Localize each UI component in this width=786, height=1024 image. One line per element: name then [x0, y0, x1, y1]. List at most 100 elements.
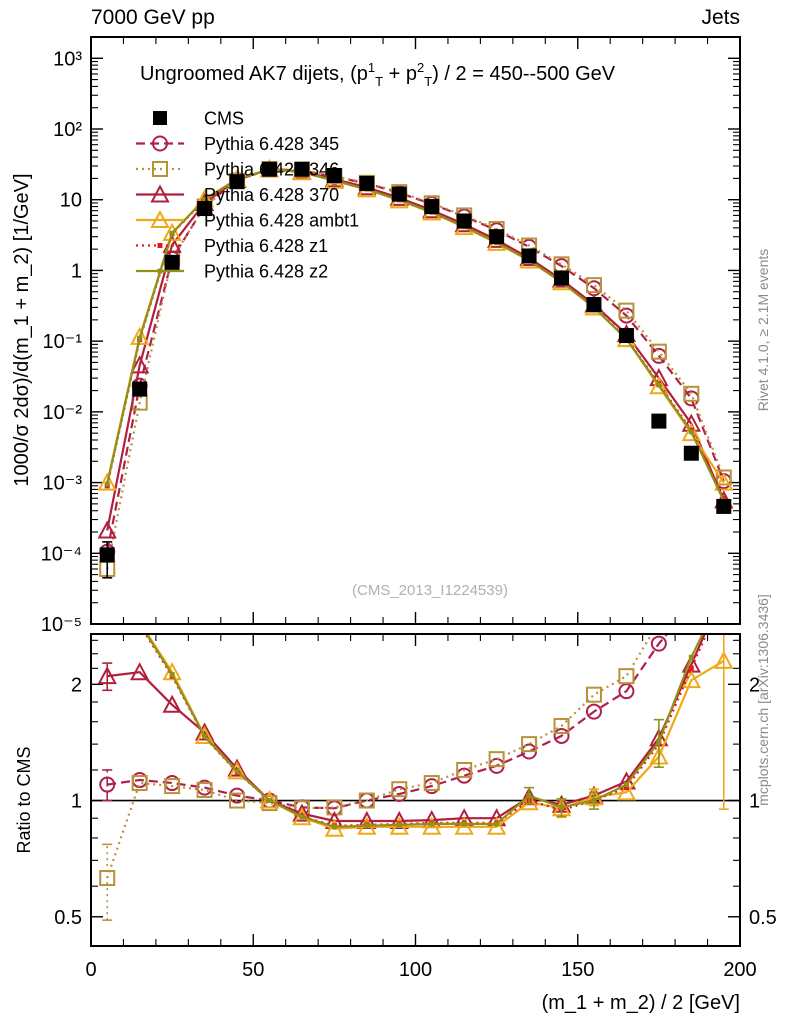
legend-item[interactable]: Pythia 6.428 z1	[136, 236, 328, 256]
data-point-marker	[519, 792, 539, 811]
ratio-plot-frame	[90, 633, 741, 947]
data-point-marker	[494, 821, 500, 827]
rivet-version-note: Rivet 4.1.0, ≥ 2.1M events	[755, 249, 771, 412]
data-point-marker	[521, 248, 537, 264]
series-line	[106, 168, 725, 570]
series-line	[145, 634, 704, 828]
data-point-marker	[585, 277, 602, 294]
data-point-marker	[99, 776, 116, 793]
data-point-marker	[197, 201, 213, 217]
data-point-marker	[150, 184, 170, 203]
data-point-marker	[391, 186, 407, 202]
y-tick-label: 10⁻⁵	[41, 614, 82, 636]
ratio-y-tick-label: 2	[71, 674, 82, 696]
data-point-marker	[157, 243, 163, 248]
data-point-marker	[99, 870, 116, 887]
data-point-marker	[553, 727, 570, 744]
data-point-marker	[331, 824, 337, 830]
ratio-data-layer	[97, 634, 734, 921]
x-axis-label: (m_1 + m_2) / 2 [GeV]	[542, 992, 740, 1014]
data-point-marker	[651, 413, 667, 429]
x-tick-label: 0	[85, 959, 96, 981]
data-point-marker	[683, 385, 700, 402]
data-point-marker	[461, 821, 467, 827]
main-data-layer	[97, 159, 734, 579]
data-point-marker	[169, 230, 175, 236]
legend-item[interactable]: Pythia 6.428 346	[136, 160, 339, 180]
data-point-marker	[715, 469, 732, 486]
data-point-marker	[716, 498, 732, 514]
data-point-marker	[194, 725, 215, 744]
legend-label: Pythia 6.428 z1	[204, 236, 328, 256]
data-point-marker	[649, 376, 669, 395]
data-point-marker	[521, 736, 538, 753]
data-point-marker	[132, 381, 148, 397]
data-point-marker	[526, 793, 532, 799]
ratio-y-tick-label-right: 0.5	[749, 907, 777, 929]
data-point-marker	[454, 816, 474, 835]
y-tick-label: 10⁻⁴	[41, 543, 82, 565]
y-tick-label: 1	[71, 260, 82, 282]
data-point-marker	[456, 761, 473, 778]
legend-item[interactable]: CMS	[153, 109, 244, 129]
ratio-y-tick-label: 0.5	[54, 907, 82, 929]
legend-item[interactable]: Pythia 6.428 z2	[136, 262, 328, 282]
data-point-marker	[616, 782, 637, 801]
data-point-marker	[553, 717, 570, 734]
data-point-marker	[259, 790, 280, 809]
data-point-marker	[169, 672, 175, 678]
data-point-marker	[266, 798, 272, 804]
legend-item[interactable]: Pythia 6.428 370	[136, 184, 339, 205]
y-tick-label: 10³	[53, 48, 82, 70]
data-point-marker	[656, 382, 662, 388]
data-point-marker	[358, 792, 375, 809]
header-analysis-label: Jets	[701, 6, 740, 29]
data-point-marker	[202, 734, 208, 740]
data-point-marker	[150, 209, 170, 228]
data-point-marker	[456, 213, 472, 229]
legend-label: Pythia 6.428 346	[204, 160, 339, 180]
data-point-marker	[97, 472, 117, 491]
main-panel: 10³ 10² 10 1 10⁻¹ 10⁻² 10⁻³ 10⁻⁴ 10⁻⁵	[41, 36, 741, 636]
data-point-marker	[130, 662, 150, 681]
data-point-marker	[97, 520, 117, 539]
data-point-marker	[681, 670, 701, 689]
data-point-marker	[586, 296, 602, 312]
data-point-marker	[721, 495, 727, 501]
y-tick-label: 10⁻³	[43, 473, 83, 495]
data-point-marker	[688, 429, 694, 435]
series-line	[106, 168, 725, 531]
x-tick-label: 200	[723, 959, 756, 981]
data-point-marker	[294, 161, 310, 177]
data-point-marker	[714, 650, 734, 669]
legend-item[interactable]: Pythia 6.428 345	[136, 134, 339, 154]
data-point-marker	[396, 822, 402, 828]
data-point-marker	[137, 335, 143, 341]
legend-label: Pythia 6.428 345	[204, 134, 339, 154]
y-tick-label: 10⁻²	[43, 402, 83, 424]
data-point-marker	[650, 343, 667, 360]
data-point-marker	[591, 798, 597, 804]
y-tick-label: 10²	[53, 119, 82, 141]
main-plot-frame	[90, 36, 741, 625]
header-energy-label: 7000 GeV pp	[91, 6, 215, 29]
data-point-marker	[164, 778, 181, 795]
data-point-marker	[229, 174, 245, 190]
series-line	[144, 634, 708, 827]
data-point-marker	[153, 111, 167, 125]
x-tick-label: 50	[242, 959, 264, 981]
x-tick-label: 150	[561, 959, 594, 981]
legend-item[interactable]: Pythia 6.428 ambt1	[136, 209, 359, 231]
y-axis-label-ratio: Ratio to CMS	[14, 746, 34, 853]
plot-title-text: Ungroomed AK7 dijets, (p1T + p2T) / 2 = …	[140, 60, 616, 89]
data-point-marker	[688, 665, 694, 671]
y-tick-label: 10	[60, 190, 82, 212]
data-point-marker	[618, 302, 635, 319]
legend-label: CMS	[204, 109, 244, 129]
ratio-y-tick-label-right: 1	[749, 791, 760, 813]
data-point-marker	[423, 775, 440, 792]
data-point-marker	[554, 270, 570, 286]
legend-label: Pythia 6.428 ambt1	[204, 211, 359, 231]
analysis-id-watermark: (CMS_2013_I1224539)	[352, 582, 508, 599]
